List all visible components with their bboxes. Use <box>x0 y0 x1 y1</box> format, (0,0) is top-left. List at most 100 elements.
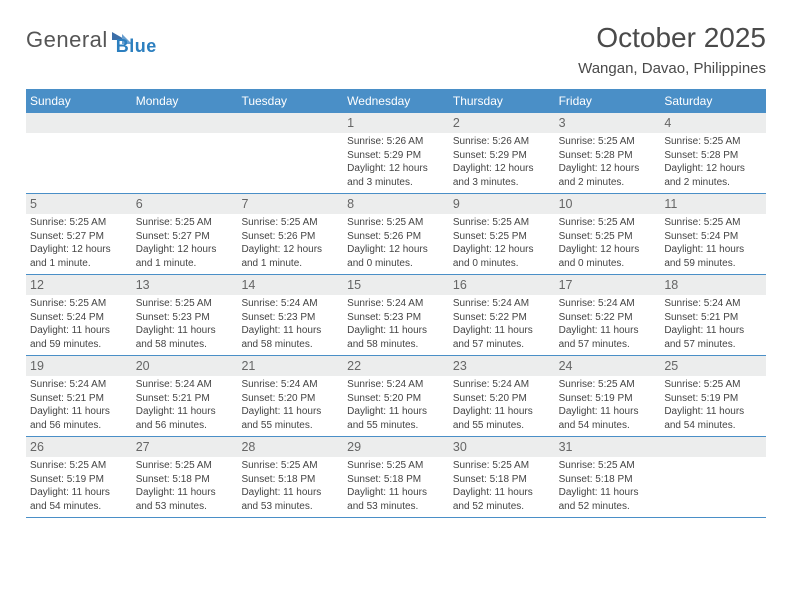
day-cell: 21Sunrise: 5:24 AMSunset: 5:20 PMDayligh… <box>237 356 343 436</box>
sunrise-line: Sunrise: 5:25 AM <box>241 216 339 230</box>
daylight-line: Daylight: 12 hours and 1 minute. <box>30 243 128 270</box>
day-body: Sunrise: 5:25 AMSunset: 5:25 PMDaylight:… <box>555 214 661 274</box>
day-body: Sunrise: 5:25 AMSunset: 5:24 PMDaylight:… <box>660 214 766 274</box>
title-block: October 2025 Wangan, Davao, Philippines <box>578 22 766 77</box>
day-number: 15 <box>343 275 449 295</box>
day-number: 20 <box>132 356 238 376</box>
sunset-line: Sunset: 5:24 PM <box>30 311 128 325</box>
day-number: 16 <box>449 275 555 295</box>
sunset-line: Sunset: 5:26 PM <box>347 230 445 244</box>
day-body: Sunrise: 5:25 AMSunset: 5:26 PMDaylight:… <box>237 214 343 274</box>
day-cell: 30Sunrise: 5:25 AMSunset: 5:18 PMDayligh… <box>449 437 555 517</box>
sunset-line: Sunset: 5:27 PM <box>30 230 128 244</box>
sunrise-line: Sunrise: 5:25 AM <box>136 459 234 473</box>
sunset-line: Sunset: 5:20 PM <box>453 392 551 406</box>
day-body: Sunrise: 5:25 AMSunset: 5:19 PMDaylight:… <box>555 376 661 436</box>
daylight-line: Daylight: 11 hours and 55 minutes. <box>453 405 551 432</box>
dow-cell: Friday <box>555 89 661 113</box>
day-cell: 11Sunrise: 5:25 AMSunset: 5:24 PMDayligh… <box>660 194 766 274</box>
day-cell: 20Sunrise: 5:24 AMSunset: 5:21 PMDayligh… <box>132 356 238 436</box>
sunrise-line: Sunrise: 5:25 AM <box>453 459 551 473</box>
day-cell: 3Sunrise: 5:25 AMSunset: 5:28 PMDaylight… <box>555 113 661 193</box>
dow-cell: Tuesday <box>237 89 343 113</box>
day-body: Sunrise: 5:24 AMSunset: 5:20 PMDaylight:… <box>449 376 555 436</box>
day-number: 25 <box>660 356 766 376</box>
day-body: Sunrise: 5:24 AMSunset: 5:21 PMDaylight:… <box>132 376 238 436</box>
brand-logo: General Blue <box>26 22 157 57</box>
daylight-line: Daylight: 12 hours and 1 minute. <box>241 243 339 270</box>
day-body: Sunrise: 5:25 AMSunset: 5:23 PMDaylight:… <box>132 295 238 355</box>
header: General Blue October 2025 Wangan, Davao,… <box>26 22 766 77</box>
sunrise-line: Sunrise: 5:25 AM <box>559 135 657 149</box>
day-body: Sunrise: 5:25 AMSunset: 5:19 PMDaylight:… <box>26 457 132 517</box>
day-cell: 29Sunrise: 5:25 AMSunset: 5:18 PMDayligh… <box>343 437 449 517</box>
sunrise-line: Sunrise: 5:24 AM <box>30 378 128 392</box>
sunrise-line: Sunrise: 5:25 AM <box>559 216 657 230</box>
sunrise-line: Sunrise: 5:25 AM <box>453 216 551 230</box>
day-body: Sunrise: 5:25 AMSunset: 5:19 PMDaylight:… <box>660 376 766 436</box>
day-number: 17 <box>555 275 661 295</box>
day-cell: 2Sunrise: 5:26 AMSunset: 5:29 PMDaylight… <box>449 113 555 193</box>
week-row: 26Sunrise: 5:25 AMSunset: 5:19 PMDayligh… <box>26 437 766 518</box>
day-cell: 25Sunrise: 5:25 AMSunset: 5:19 PMDayligh… <box>660 356 766 436</box>
calendar-page: General Blue October 2025 Wangan, Davao,… <box>0 0 792 528</box>
day-body: Sunrise: 5:24 AMSunset: 5:23 PMDaylight:… <box>343 295 449 355</box>
day-cell: 17Sunrise: 5:24 AMSunset: 5:22 PMDayligh… <box>555 275 661 355</box>
week-row: 5Sunrise: 5:25 AMSunset: 5:27 PMDaylight… <box>26 194 766 275</box>
day-number: 14 <box>237 275 343 295</box>
sunset-line: Sunset: 5:21 PM <box>664 311 762 325</box>
daylight-line: Daylight: 12 hours and 3 minutes. <box>453 162 551 189</box>
daylight-line: Daylight: 12 hours and 2 minutes. <box>664 162 762 189</box>
brand-word1: General <box>26 27 108 53</box>
sunset-line: Sunset: 5:27 PM <box>136 230 234 244</box>
sunset-line: Sunset: 5:29 PM <box>347 149 445 163</box>
sunrise-line: Sunrise: 5:25 AM <box>664 378 762 392</box>
day-number: 13 <box>132 275 238 295</box>
day-cell: 8Sunrise: 5:25 AMSunset: 5:26 PMDaylight… <box>343 194 449 274</box>
day-cell: 24Sunrise: 5:25 AMSunset: 5:19 PMDayligh… <box>555 356 661 436</box>
day-cell <box>132 113 238 193</box>
sunrise-line: Sunrise: 5:25 AM <box>559 378 657 392</box>
day-number: 27 <box>132 437 238 457</box>
day-body: Sunrise: 5:24 AMSunset: 5:20 PMDaylight:… <box>343 376 449 436</box>
day-body <box>237 133 343 139</box>
sunrise-line: Sunrise: 5:24 AM <box>241 297 339 311</box>
day-body: Sunrise: 5:24 AMSunset: 5:21 PMDaylight:… <box>660 295 766 355</box>
daylight-line: Daylight: 11 hours and 58 minutes. <box>347 324 445 351</box>
day-body: Sunrise: 5:25 AMSunset: 5:18 PMDaylight:… <box>449 457 555 517</box>
daylight-line: Daylight: 12 hours and 0 minutes. <box>453 243 551 270</box>
day-cell: 6Sunrise: 5:25 AMSunset: 5:27 PMDaylight… <box>132 194 238 274</box>
sunrise-line: Sunrise: 5:24 AM <box>453 297 551 311</box>
day-cell <box>26 113 132 193</box>
sunrise-line: Sunrise: 5:25 AM <box>664 135 762 149</box>
day-number: 4 <box>660 113 766 133</box>
sunset-line: Sunset: 5:18 PM <box>559 473 657 487</box>
day-cell: 22Sunrise: 5:24 AMSunset: 5:20 PMDayligh… <box>343 356 449 436</box>
sunrise-line: Sunrise: 5:25 AM <box>559 459 657 473</box>
day-cell: 28Sunrise: 5:25 AMSunset: 5:18 PMDayligh… <box>237 437 343 517</box>
weeks-container: 1Sunrise: 5:26 AMSunset: 5:29 PMDaylight… <box>26 113 766 518</box>
day-cell: 7Sunrise: 5:25 AMSunset: 5:26 PMDaylight… <box>237 194 343 274</box>
daylight-line: Daylight: 11 hours and 52 minutes. <box>453 486 551 513</box>
sunset-line: Sunset: 5:24 PM <box>664 230 762 244</box>
dow-cell: Sunday <box>26 89 132 113</box>
day-cell: 15Sunrise: 5:24 AMSunset: 5:23 PMDayligh… <box>343 275 449 355</box>
day-number: 12 <box>26 275 132 295</box>
week-row: 19Sunrise: 5:24 AMSunset: 5:21 PMDayligh… <box>26 356 766 437</box>
day-body: Sunrise: 5:24 AMSunset: 5:22 PMDaylight:… <box>449 295 555 355</box>
day-body: Sunrise: 5:25 AMSunset: 5:28 PMDaylight:… <box>660 133 766 193</box>
sunset-line: Sunset: 5:18 PM <box>453 473 551 487</box>
daylight-line: Daylight: 11 hours and 59 minutes. <box>30 324 128 351</box>
daylight-line: Daylight: 12 hours and 0 minutes. <box>347 243 445 270</box>
daylight-line: Daylight: 11 hours and 54 minutes. <box>664 405 762 432</box>
sunrise-line: Sunrise: 5:25 AM <box>347 459 445 473</box>
sunset-line: Sunset: 5:20 PM <box>241 392 339 406</box>
sunset-line: Sunset: 5:28 PM <box>559 149 657 163</box>
dow-cell: Saturday <box>660 89 766 113</box>
sunset-line: Sunset: 5:18 PM <box>347 473 445 487</box>
sunrise-line: Sunrise: 5:24 AM <box>136 378 234 392</box>
day-of-week-header: SundayMondayTuesdayWednesdayThursdayFrid… <box>26 89 766 113</box>
sunrise-line: Sunrise: 5:25 AM <box>136 216 234 230</box>
day-cell: 14Sunrise: 5:24 AMSunset: 5:23 PMDayligh… <box>237 275 343 355</box>
daylight-line: Daylight: 12 hours and 2 minutes. <box>559 162 657 189</box>
